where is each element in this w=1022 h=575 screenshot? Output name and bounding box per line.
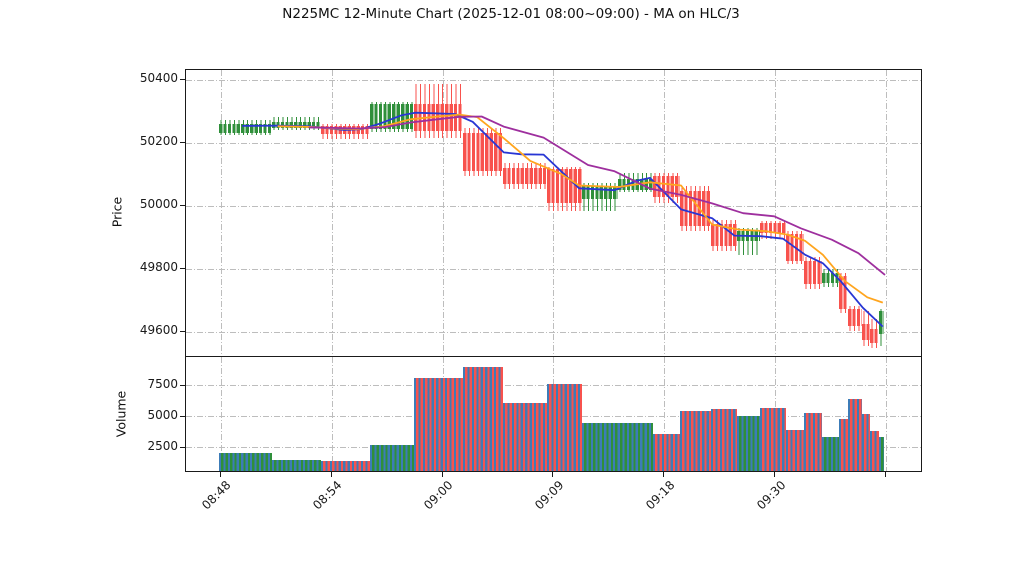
volume-bar (821, 437, 840, 471)
volume-bar (879, 437, 884, 471)
volume-tick-label: 2500 (147, 438, 178, 453)
volume-bar (271, 460, 321, 471)
time-tick-label: 09:00 (421, 478, 456, 513)
price-axis-label: Price (109, 196, 125, 228)
volume-bar (413, 377, 463, 471)
volume-bar (786, 429, 804, 471)
candle-body-band (653, 176, 680, 197)
volume-bar (803, 413, 822, 471)
price-tick-label: 50400 (139, 71, 178, 85)
candle-body-band (870, 328, 880, 344)
volume-bar (462, 367, 503, 471)
volume-bar (848, 398, 862, 471)
volume-bar (582, 423, 618, 471)
volume-bar (653, 434, 680, 471)
time-tick-label: 09:30 (753, 478, 789, 513)
volume-axis-label: Volume (113, 390, 129, 438)
volume-bar (759, 408, 787, 471)
candle-body-band (879, 311, 884, 334)
candle-body-band (737, 230, 760, 241)
volume-bar (839, 419, 849, 471)
price-tick-mark (180, 79, 185, 80)
candle-body-band (546, 169, 583, 203)
candle-body-band (320, 125, 370, 134)
time-tick-mark (330, 472, 332, 477)
time-tick-label: 09:09 (532, 478, 567, 513)
ma-fast-line (242, 111, 884, 328)
chart-title: N225MC 12-Minute Chart (2025-12-01 08:00… (282, 6, 740, 22)
vertical-gridline (331, 70, 333, 356)
price-panel (185, 69, 922, 357)
time-tick-mark (663, 472, 665, 477)
volume-tick-mark (180, 385, 185, 386)
price-tick-label: 49600 (139, 323, 178, 337)
volume-tick-mark (180, 415, 185, 417)
volume-bar (710, 408, 738, 471)
price-tick-label: 49800 (139, 260, 178, 274)
candle-body-band (710, 223, 738, 246)
volume-tick-label: 5000 (147, 407, 178, 422)
candle-body-band (679, 190, 711, 227)
vertical-gridline (775, 70, 777, 356)
time-tick-mark (220, 472, 221, 477)
volume-bar (679, 411, 711, 471)
volume-panel (185, 357, 922, 472)
time-tick-mark (552, 472, 554, 477)
candle-body-band (839, 275, 849, 309)
volume-bar (546, 384, 583, 471)
vertical-gridline (221, 357, 222, 471)
time-tick-label: 09:18 (642, 478, 678, 513)
vertical-gridline (331, 357, 333, 471)
vertical-gridline (664, 70, 666, 356)
price-tick-label: 50200 (139, 134, 178, 148)
price-tick-mark (180, 331, 185, 332)
price-tick-mark (180, 142, 185, 143)
vertical-gridline (885, 70, 887, 356)
volume-bar (369, 445, 414, 471)
price-tick-mark (180, 205, 185, 206)
candle-body-band (218, 124, 272, 133)
volume-tick-mark (180, 446, 185, 448)
candle-body-band (369, 103, 414, 129)
candle-body-band (582, 185, 618, 200)
candle-body-band (786, 234, 804, 262)
time-tick-mark (441, 472, 443, 477)
candle-body-band (617, 178, 654, 190)
time-tick-label: 08:54 (310, 478, 345, 513)
vertical-gridline (553, 70, 555, 356)
candle-body-band (861, 324, 871, 340)
time-tick-label: 08:48 (199, 478, 234, 513)
vertical-gridline (221, 70, 222, 356)
candle-body-band (759, 223, 787, 234)
volume-bar (870, 431, 880, 471)
volume-tick-label: 7500 (147, 377, 178, 391)
time-tick-mark (774, 472, 776, 477)
volume-bar (502, 402, 547, 471)
vertical-gridline (885, 357, 887, 471)
price-tick-mark (180, 268, 185, 269)
volume-bar (861, 413, 871, 471)
candle-body-band (413, 103, 463, 132)
volume-bar (737, 415, 760, 471)
candle-body-band (803, 261, 822, 285)
candle-body-band (848, 309, 862, 326)
candle-body-band (462, 132, 503, 172)
price-tick-label: 50000 (139, 197, 178, 211)
volume-bar (320, 461, 370, 471)
candle-body-band (821, 272, 840, 283)
candle-body-band (502, 167, 547, 184)
vertical-gridline (664, 357, 666, 471)
time-tick-mark (884, 472, 886, 477)
volume-bar (218, 452, 272, 471)
candle-body-band (271, 122, 321, 128)
volume-bar (617, 423, 654, 471)
